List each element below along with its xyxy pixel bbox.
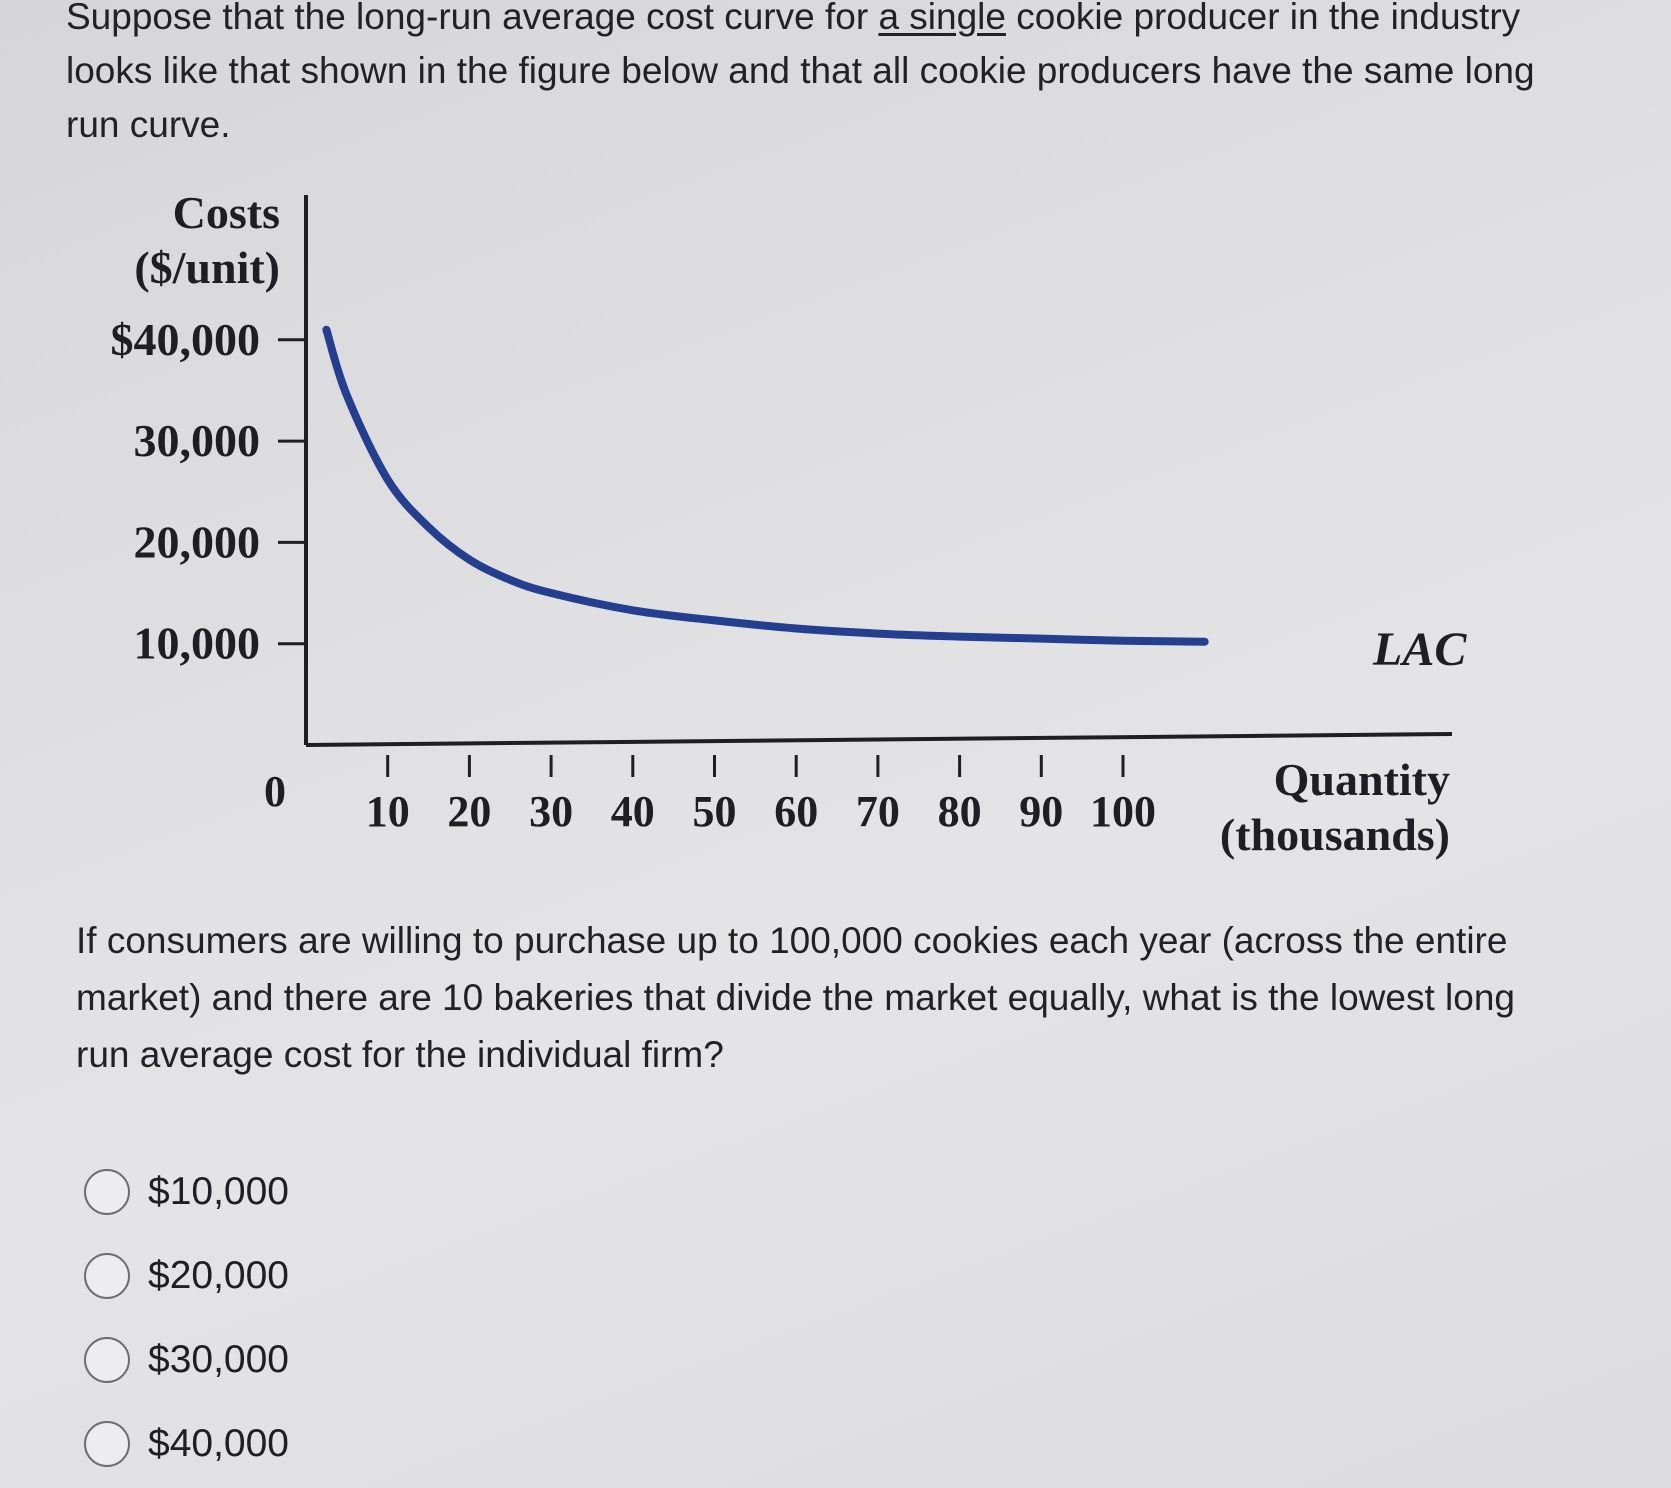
x-tick-label: 100: [1090, 787, 1156, 836]
radio-button[interactable]: [84, 1337, 130, 1383]
option-label: $20,000: [148, 1254, 289, 1297]
x-ticks: 10 20 30 40 50 60 70 80 90 100: [366, 755, 1156, 836]
x-tick-label: 70: [856, 787, 900, 836]
x-tick-label: 20: [447, 787, 491, 836]
lac-curve-label: LAC: [1372, 623, 1467, 676]
x-tick-label: 90: [1019, 787, 1063, 836]
x-tick-label: 50: [693, 787, 737, 836]
x-tick-label: 10: [366, 787, 410, 836]
option-10000[interactable]: $10,000: [84, 1150, 289, 1234]
x-axis-label-line1: Quantity: [1274, 754, 1450, 805]
x-tick-label: 30: [529, 787, 573, 836]
intro-underlined-text: a single: [878, 0, 1006, 37]
y-tick-label: $40,000: [111, 314, 261, 365]
question-text: If consumers are willing to purchase up …: [76, 920, 1515, 1075]
option-30000[interactable]: $30,000: [84, 1318, 289, 1402]
x-tick-label: 80: [938, 787, 982, 836]
option-20000[interactable]: $20,000: [84, 1234, 289, 1318]
y-tick-label: 10,000: [134, 618, 261, 669]
radio-button[interactable]: [84, 1169, 130, 1215]
radio-button[interactable]: [84, 1421, 130, 1467]
y-tick-label: 30,000: [134, 415, 261, 466]
lac-curve: [322, 325, 1209, 646]
x-axis-label-line2: (thousands): [1220, 809, 1450, 860]
intro-text-before: Suppose that the long-run average cost c…: [66, 0, 879, 37]
x-axis-origin-label: 0: [264, 767, 286, 816]
intro-text-after: cookie producer in the industry looks li…: [66, 0, 1535, 145]
y-axis-label-line2: ($/unit): [134, 242, 280, 293]
answer-options: $10,000 $20,000 $30,000 $40,000: [84, 1150, 289, 1486]
y-axis-label-line1: Costs: [173, 187, 280, 238]
x-tick-label: 60: [774, 787, 818, 836]
y-tick-label: 20,000: [134, 516, 261, 567]
radio-button[interactable]: [84, 1253, 130, 1299]
x-axis-line: [305, 732, 1453, 747]
option-40000[interactable]: $40,000: [84, 1402, 289, 1486]
option-label: $40,000: [148, 1422, 289, 1465]
option-label: $10,000: [148, 1170, 289, 1213]
x-tick-label: 40: [611, 787, 655, 836]
lac-chart: Costs ($/unit) $40,000 30,000 20,000 10,000…: [111, 187, 1468, 860]
option-label: $30,000: [148, 1338, 289, 1381]
question-intro: Suppose that the long-run average cost c…: [66, 0, 1566, 152]
y-ticks: $40,000 30,000 20,000 10,000: [111, 314, 306, 669]
